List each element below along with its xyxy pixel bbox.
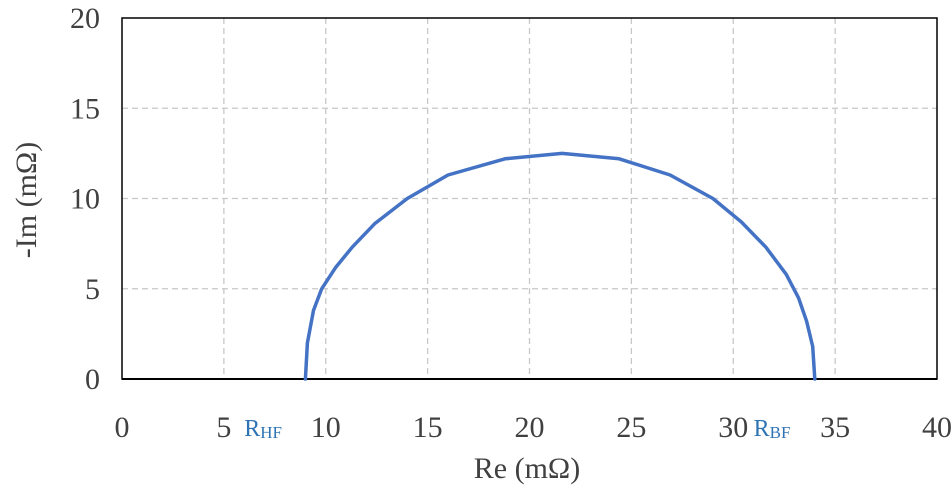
axes (121, 17, 938, 380)
x-tick-label: 0 (115, 411, 130, 444)
grid-lines (122, 18, 937, 379)
y-tick-label: 20 (70, 2, 100, 35)
y-tick-label: 15 (70, 92, 100, 125)
x-axis-title: Re (mΩ) (474, 452, 580, 485)
x-tick-label: 10 (311, 411, 341, 444)
x-tick-label: 30 (718, 411, 748, 444)
series-layer (303, 151, 817, 381)
x-tick-label: 5 (216, 411, 231, 444)
annotations: RHF RBF (244, 416, 790, 442)
x-tick-label: 25 (616, 411, 646, 444)
tick-labels: 0 5 10 15 20 25 30 35 40 0 5 10 15 20 (70, 2, 952, 444)
y-axis-title: -Im (mΩ) (10, 142, 43, 258)
x-tick-label: 15 (413, 411, 443, 444)
nyquist-series-line (303, 151, 817, 381)
annotation-label: RBF (754, 416, 791, 442)
y-tick-label: 0 (85, 363, 100, 396)
x-tick-label: 20 (515, 411, 545, 444)
x-tick-label: 40 (922, 411, 952, 444)
annotation-label: RHF (244, 416, 282, 442)
x-tick-label: 35 (820, 411, 850, 444)
y-tick-label: 10 (70, 183, 100, 216)
y-tick-label: 5 (85, 273, 100, 306)
